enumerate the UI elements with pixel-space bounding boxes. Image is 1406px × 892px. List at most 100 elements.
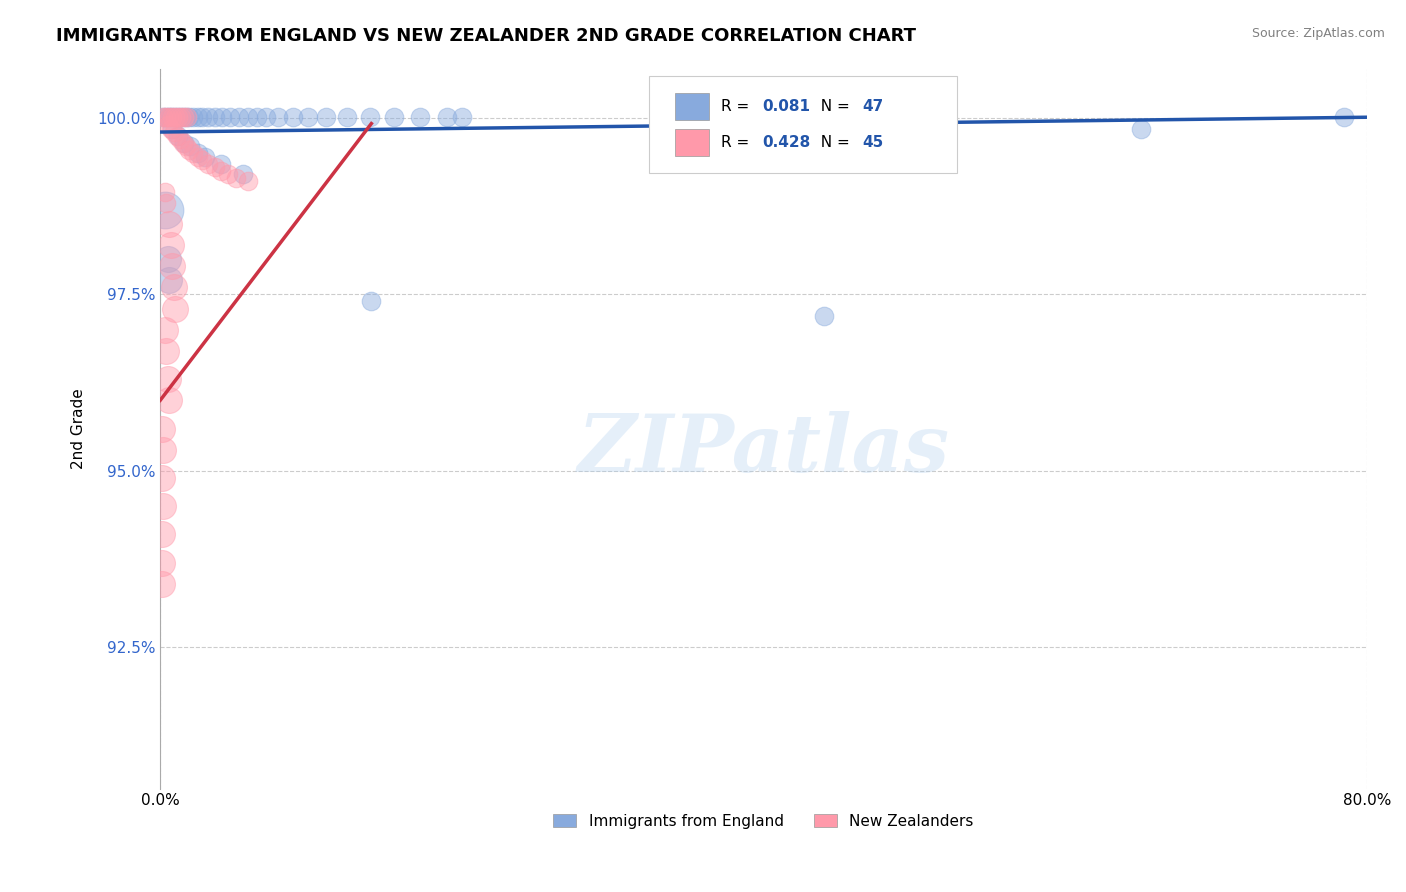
Point xyxy=(183,110,205,124)
Point xyxy=(153,185,176,199)
Point xyxy=(204,161,226,175)
Point xyxy=(217,168,239,182)
Point xyxy=(254,110,277,124)
Text: R =: R = xyxy=(721,136,755,150)
Point xyxy=(174,110,197,124)
Point xyxy=(211,110,233,124)
Point xyxy=(152,499,174,513)
Point xyxy=(218,110,240,124)
Y-axis label: 2nd Grade: 2nd Grade xyxy=(72,388,86,469)
Point xyxy=(172,110,194,124)
Point xyxy=(162,121,184,136)
Point xyxy=(194,150,217,164)
Point xyxy=(155,343,177,358)
Point xyxy=(152,110,174,124)
Point xyxy=(1129,121,1152,136)
Point xyxy=(187,150,209,164)
Text: R =: R = xyxy=(721,99,755,114)
Point xyxy=(153,202,176,217)
FancyBboxPatch shape xyxy=(675,129,709,156)
Text: 45: 45 xyxy=(862,136,884,150)
Point xyxy=(382,110,405,124)
Point xyxy=(315,110,337,124)
Point xyxy=(436,110,458,124)
Point xyxy=(162,110,184,124)
Point xyxy=(166,110,188,124)
Point xyxy=(153,323,176,337)
Text: 0.428: 0.428 xyxy=(762,136,810,150)
Point xyxy=(163,110,186,124)
Point xyxy=(813,309,835,323)
Point xyxy=(174,139,197,153)
Point xyxy=(157,217,180,231)
Point xyxy=(197,157,219,171)
Text: 0.081: 0.081 xyxy=(762,99,810,114)
Text: ZIPatlas: ZIPatlas xyxy=(578,411,949,489)
Text: N =: N = xyxy=(811,136,855,150)
Point xyxy=(150,471,173,485)
Point xyxy=(232,168,254,182)
Point xyxy=(173,136,195,150)
Point xyxy=(159,238,181,252)
Text: IMMIGRANTS FROM ENGLAND VS NEW ZEALANDER 2ND GRADE CORRELATION CHART: IMMIGRANTS FROM ENGLAND VS NEW ZEALANDER… xyxy=(56,27,917,45)
Point xyxy=(156,372,179,386)
Text: N =: N = xyxy=(811,99,855,114)
Point xyxy=(187,146,209,161)
Point xyxy=(236,110,259,124)
Point xyxy=(191,153,214,168)
Point xyxy=(176,110,198,124)
Point xyxy=(209,164,232,178)
Point xyxy=(179,139,201,153)
Point xyxy=(163,280,186,294)
Legend: Immigrants from England, New Zealanders: Immigrants from England, New Zealanders xyxy=(547,807,980,835)
Point xyxy=(197,110,219,124)
Point xyxy=(228,110,250,124)
Point xyxy=(204,110,226,124)
Point xyxy=(152,110,174,124)
Point xyxy=(360,294,382,309)
Point xyxy=(155,110,177,124)
Point xyxy=(336,110,359,124)
Point xyxy=(246,110,269,124)
Point xyxy=(157,273,180,287)
Point xyxy=(450,110,472,124)
Point xyxy=(169,110,191,124)
Text: 47: 47 xyxy=(862,99,884,114)
Point xyxy=(1333,110,1355,124)
Point xyxy=(165,301,187,316)
Point xyxy=(156,118,179,132)
Point xyxy=(159,121,181,136)
Point xyxy=(157,110,180,124)
Point xyxy=(152,442,174,457)
Point xyxy=(177,110,200,124)
Text: Source: ZipAtlas.com: Source: ZipAtlas.com xyxy=(1251,27,1385,40)
Point xyxy=(157,393,180,408)
Point xyxy=(157,110,180,124)
Point xyxy=(150,527,173,541)
Point xyxy=(187,110,209,124)
Point xyxy=(169,132,191,146)
Point xyxy=(177,143,200,157)
Point xyxy=(167,128,190,143)
Point xyxy=(155,195,177,210)
Point xyxy=(155,110,177,124)
Point xyxy=(281,110,304,124)
Point xyxy=(156,252,179,266)
Point xyxy=(267,110,290,124)
Point xyxy=(173,110,195,124)
FancyBboxPatch shape xyxy=(675,93,709,120)
Point xyxy=(162,259,184,273)
Point xyxy=(209,157,232,171)
Point xyxy=(191,110,214,124)
Point xyxy=(166,128,188,143)
Point xyxy=(408,110,430,124)
Point xyxy=(172,136,194,150)
Point xyxy=(150,556,173,570)
Point xyxy=(163,125,186,139)
FancyBboxPatch shape xyxy=(650,76,956,173)
Point xyxy=(183,146,205,161)
Point xyxy=(165,110,187,124)
Point xyxy=(150,421,173,435)
Point xyxy=(150,577,173,591)
Point xyxy=(297,110,319,124)
